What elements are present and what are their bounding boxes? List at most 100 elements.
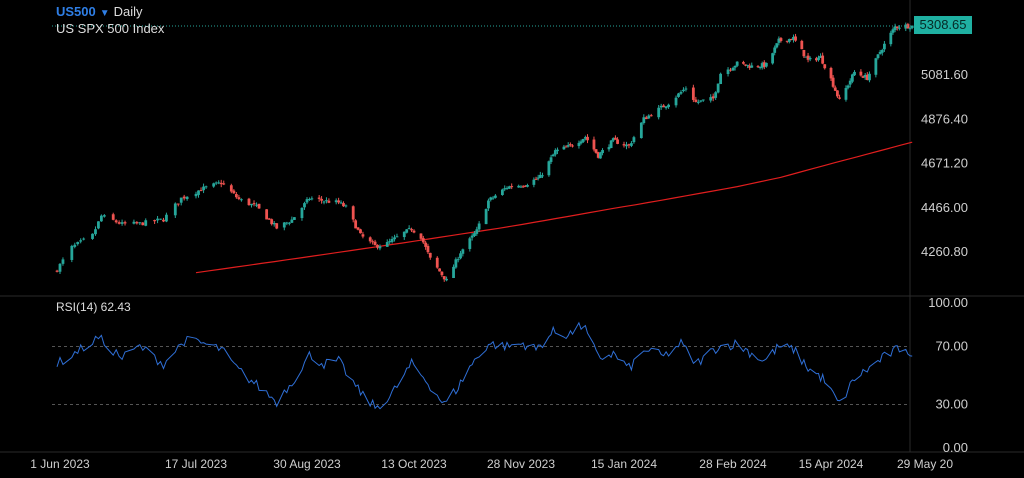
candle-body (452, 266, 455, 279)
candle-body (823, 64, 827, 69)
candle-body (893, 26, 897, 30)
rsi-tick-label: 70.00 (935, 339, 968, 354)
rsi-tick-label: 30.00 (935, 397, 968, 412)
candle-body (819, 55, 822, 58)
candle-body (644, 117, 648, 120)
candle-body (310, 198, 314, 200)
candle-body (250, 203, 253, 206)
candle-body (240, 199, 243, 201)
candle-body (639, 122, 643, 139)
rsi-tick-label: 0.00 (943, 440, 968, 455)
candle-body (61, 259, 65, 264)
candle-body (553, 150, 557, 155)
candle-body (787, 39, 791, 42)
grid-lines (0, 0, 1024, 453)
candle-body (102, 215, 106, 217)
candle-body (598, 152, 602, 159)
time-tick-label: 1 Jun 2023 (30, 457, 90, 471)
candle-body (390, 239, 394, 242)
chart-header: US500 ▼ Daily (56, 4, 143, 21)
candle-body (487, 200, 490, 209)
candle-body (579, 141, 583, 144)
candle-body (489, 197, 493, 200)
candle-body (405, 229, 409, 233)
candle-body (808, 57, 812, 60)
candle-body (438, 268, 441, 272)
candle-body (202, 186, 205, 191)
candle-body (267, 218, 271, 220)
candle-body (719, 73, 723, 85)
candle-body (699, 100, 703, 102)
candle-body (744, 64, 747, 66)
candle-body (132, 221, 136, 224)
candle-body (285, 222, 289, 224)
candle-body (194, 193, 198, 197)
candle-body (156, 218, 159, 221)
candle-body (337, 200, 341, 203)
candle-body (742, 62, 745, 64)
candle-body (762, 62, 766, 67)
candle-body (649, 115, 653, 117)
candle-body (625, 144, 628, 147)
candle-body (773, 47, 777, 53)
candle-body (684, 88, 688, 90)
candle-body (709, 97, 713, 101)
candle-body (179, 197, 183, 203)
candle-body (473, 233, 476, 237)
candle-body (526, 185, 529, 187)
period-label[interactable]: Daily (113, 4, 143, 19)
chevron-down-icon[interactable]: ▼ (99, 8, 110, 19)
candle-body (385, 242, 389, 247)
candle-body (594, 149, 598, 153)
candle-body (568, 144, 572, 146)
candle-body (412, 230, 416, 233)
rsi-indicator-label[interactable]: RSI(14) 62.43 (56, 300, 131, 314)
candle-body (212, 183, 216, 187)
last-price-tag: 5308.65 (914, 16, 972, 34)
candle-body (794, 36, 797, 41)
candle-body (354, 220, 358, 229)
candle-body (91, 233, 94, 239)
candle-body (729, 69, 732, 71)
candle-body (204, 186, 208, 188)
candle-body (470, 235, 474, 238)
candle-body (445, 278, 448, 281)
candle-body (532, 179, 536, 185)
candle-body (477, 223, 481, 230)
candle-body (232, 190, 236, 194)
time-tick-label: 29 May 20 (897, 457, 953, 471)
candle-body (141, 222, 145, 226)
candle-body (682, 89, 685, 92)
candle-body (607, 147, 611, 150)
candle-body (804, 56, 808, 58)
candle-body (292, 217, 296, 220)
candle-body (748, 65, 752, 68)
candle-body (395, 236, 399, 238)
candle-body (792, 36, 795, 40)
candle-body (272, 223, 276, 225)
candle-body (547, 161, 551, 176)
candle-body (592, 139, 596, 150)
candle-body (393, 237, 396, 240)
candle-body (838, 97, 841, 99)
candle-body (609, 140, 613, 149)
candle-body (111, 214, 115, 220)
candle-body (327, 200, 331, 203)
candle-body (779, 38, 783, 41)
symbol-selector[interactable]: US500 (56, 4, 96, 19)
candle-body (94, 229, 97, 235)
candle-body (714, 92, 718, 98)
time-tick-label: 13 Oct 2023 (381, 457, 447, 471)
candle-body (904, 24, 908, 29)
candle-body (519, 186, 523, 188)
candle-body (182, 196, 186, 199)
candle-body (616, 139, 619, 144)
candle-body (165, 214, 168, 222)
candle-body (534, 178, 538, 180)
candle-body (424, 242, 428, 247)
candle-body (596, 152, 600, 158)
candle-body (117, 222, 121, 224)
candle-body (373, 241, 377, 246)
candle-body (789, 38, 793, 41)
candle-body (549, 157, 553, 162)
